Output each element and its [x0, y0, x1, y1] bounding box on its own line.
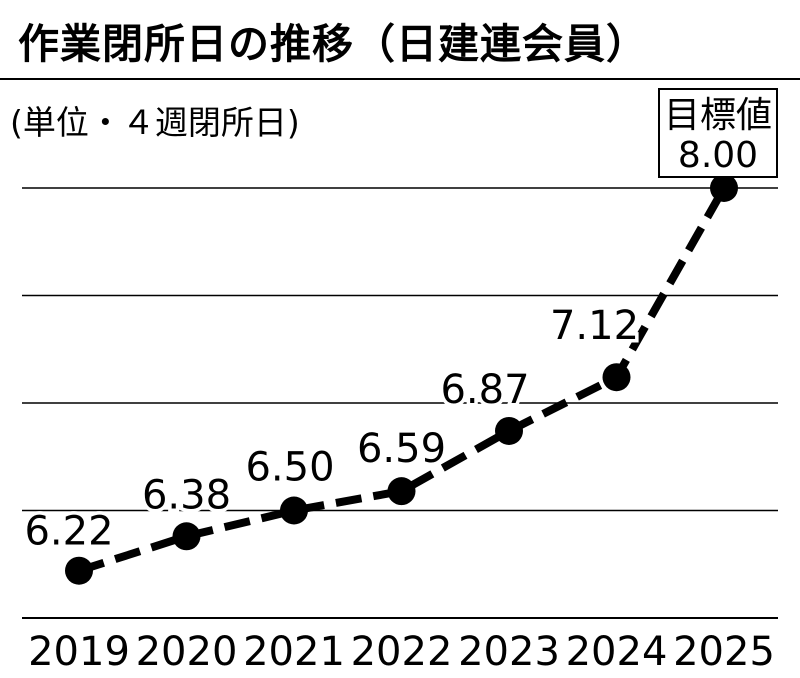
data-label-2022: 6.59 — [357, 426, 446, 472]
target-label: 目標値 — [664, 95, 772, 136]
x-tick-label-2022: 2022 — [351, 629, 453, 675]
data-point-2025 — [710, 174, 738, 202]
data-label-2024: 7.12 — [550, 303, 639, 349]
data-point-2022 — [387, 477, 416, 506]
data-label-2021: 6.50 — [245, 445, 334, 491]
data-points — [65, 174, 738, 585]
data-point-2019 — [65, 556, 93, 585]
data-labels: 6.22 6.38 6.50 6.59 6.87 7.12 — [21, 300, 643, 559]
unit-label: (単位・４週閉所日) — [10, 103, 300, 142]
target-value-label: 8.00 — [678, 135, 758, 176]
x-tick-label-2025: 2025 — [673, 629, 775, 675]
x-tick-label-2024: 2024 — [566, 629, 668, 675]
data-point-2020 — [172, 522, 201, 551]
data-label-2023: 6.87 — [440, 367, 529, 413]
target-box — [658, 88, 778, 178]
data-label-2020: 6.38 — [142, 472, 231, 518]
x-tick-label-2020: 2020 — [136, 629, 238, 675]
grid-lines — [22, 187, 778, 619]
x-tick-label-2023: 2023 — [458, 629, 560, 675]
data-point-2021 — [280, 496, 308, 525]
x-axis: 2019 2020 2021 2022 2023 2024 2025 — [28, 629, 775, 675]
title-divider — [0, 78, 800, 80]
data-point-2024 — [602, 363, 631, 392]
x-tick-label-2021: 2021 — [243, 629, 345, 675]
data-label-2019: 6.22 — [24, 509, 113, 555]
chart-title: 作業閉所日の推移（日建連会員） — [18, 20, 648, 68]
x-tick-label-2019: 2019 — [28, 629, 130, 675]
data-point-2023 — [495, 416, 523, 445]
